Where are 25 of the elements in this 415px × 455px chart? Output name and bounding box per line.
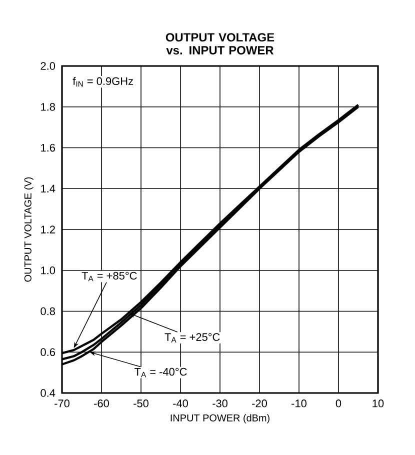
x-axis-title: INPUT POWER (dBm) bbox=[170, 414, 270, 424]
chart-title: OUTPUT VOLTAGE vs. INPUT POWER bbox=[166, 33, 274, 54]
annotation: T$_{A}$ = +85°C bbox=[82, 272, 137, 282]
annotation: f$_{IN}$ = 0.9GHz bbox=[72, 77, 133, 87]
x-tick-label: -30 bbox=[212, 400, 228, 408]
y-tick-label: 1.4 bbox=[41, 184, 56, 192]
x-tick-label: -60 bbox=[94, 400, 109, 408]
y-tick-label: 1.0 bbox=[41, 266, 56, 274]
x-tick-label: -70 bbox=[54, 400, 70, 408]
x-tick-label: -10 bbox=[292, 400, 306, 408]
x-tick-label: -50 bbox=[134, 400, 148, 408]
y-tick-label: 0.6 bbox=[40, 348, 55, 356]
x-tick-label: -20 bbox=[252, 400, 267, 408]
y-tick-label: 1.6 bbox=[41, 144, 55, 152]
y-tick-label: 2.0 bbox=[40, 62, 56, 70]
x-tick-label: 10 bbox=[372, 400, 384, 408]
x-tick-label: 0 bbox=[336, 400, 342, 408]
annotation: T$_{A}$ = +25°C bbox=[164, 333, 220, 342]
y-tick-label: 0.8 bbox=[40, 307, 55, 316]
y-tick-label: 1.2 bbox=[41, 226, 55, 234]
y-tick-label: 0.4 bbox=[40, 389, 56, 397]
x-tick-label: -40 bbox=[173, 400, 188, 408]
y-axis-title: OUTPUT VOLTAGE (V) bbox=[24, 177, 34, 282]
y-tick-label: 1.8 bbox=[41, 103, 55, 111]
annotation: T$_{A}$ = -40°C bbox=[134, 368, 187, 378]
